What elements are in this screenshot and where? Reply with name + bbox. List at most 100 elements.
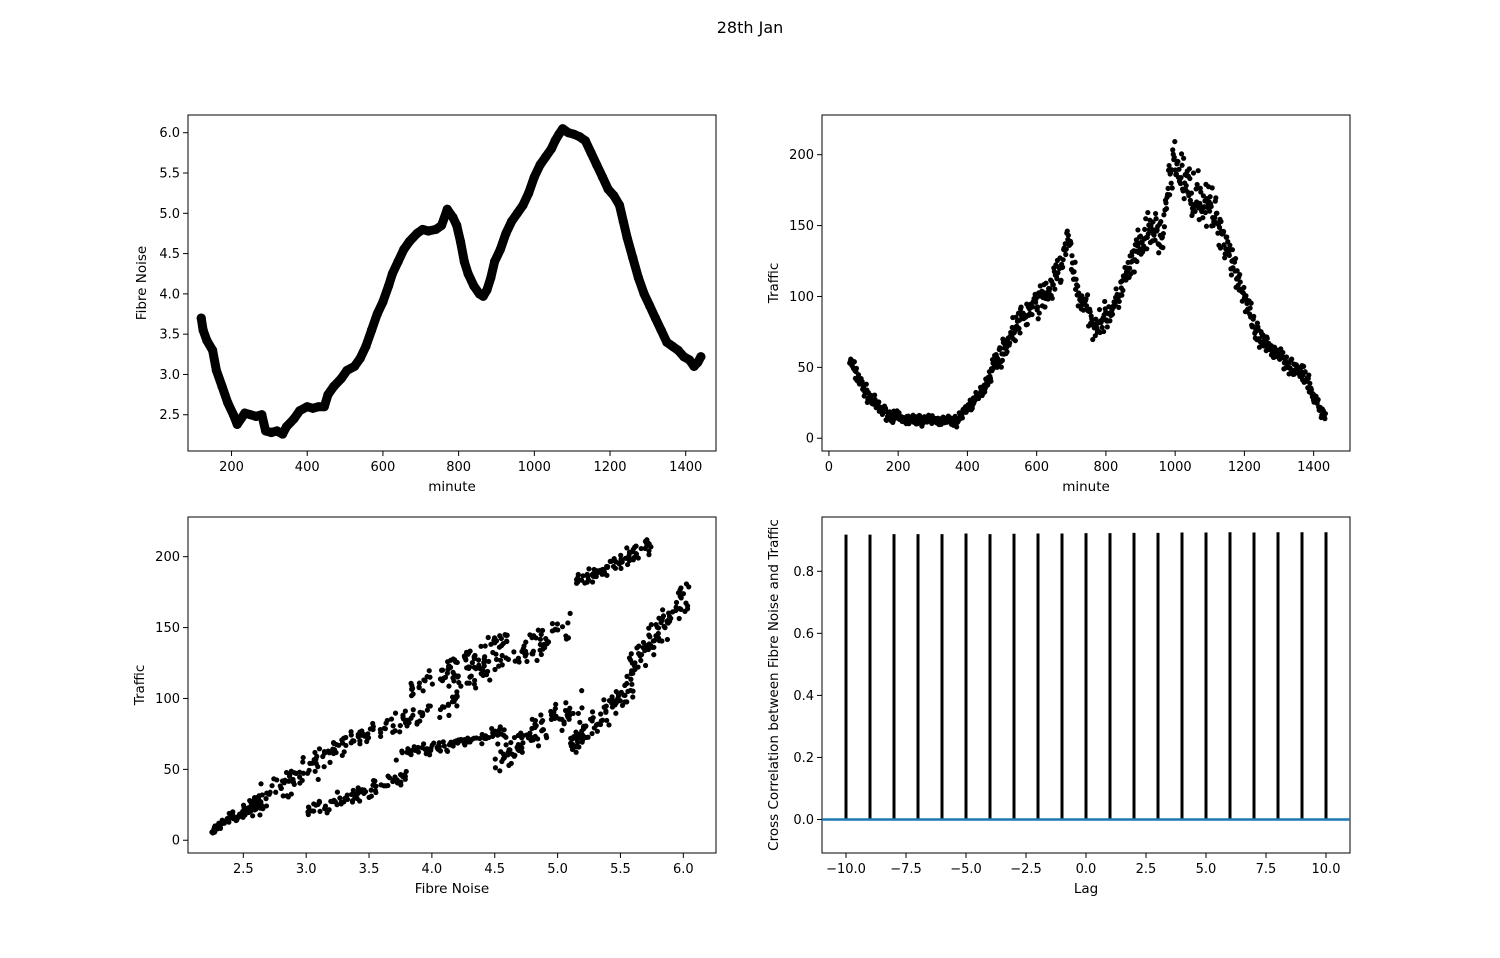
noise-traffic-point: [439, 704, 446, 710]
noise-traffic-point: [485, 634, 491, 641]
noise-traffic-point: [589, 709, 596, 715]
traffic-point: [1156, 250, 1162, 256]
noise-traffic-point: [444, 670, 450, 676]
noise-traffic-point: [644, 543, 650, 549]
noise-traffic-point: [359, 787, 365, 793]
fibre-noise-point: [518, 200, 528, 210]
noise-traffic-point: [264, 790, 270, 796]
traffic-point: [1102, 298, 1108, 305]
noise-traffic-point: [629, 681, 635, 687]
noise-traffic-point: [659, 638, 665, 644]
noise-traffic-point: [539, 627, 546, 634]
traffic-point: [1190, 170, 1197, 176]
noise-traffic-point: [640, 639, 647, 646]
noise-traffic-point: [664, 636, 671, 643]
traffic-point: [1131, 269, 1137, 275]
x-tick-label: −7.5: [890, 862, 922, 877]
fibre-noise-point: [281, 422, 292, 432]
traffic-point: [1143, 216, 1149, 222]
noise-traffic-point: [226, 819, 232, 825]
fibre-noise-point: [228, 410, 239, 420]
noise-traffic-point: [622, 692, 628, 699]
noise-traffic-point: [503, 742, 509, 748]
noise-traffic-point: [300, 754, 306, 761]
noise-traffic-point: [519, 648, 525, 655]
fibre-noise-point: [319, 402, 329, 412]
noise-traffic-point: [682, 608, 688, 614]
fibre-noise-point: [592, 160, 602, 170]
noise-traffic-point: [307, 760, 313, 766]
noise-traffic-point: [343, 734, 349, 741]
noise-traffic-point: [579, 705, 585, 711]
noise-traffic-point: [260, 806, 266, 812]
noise-traffic-point: [563, 636, 570, 642]
noise-traffic-point: [601, 697, 607, 703]
fibre-noise-point: [696, 352, 706, 362]
noise-traffic-point: [424, 674, 430, 680]
traffic-point: [1200, 193, 1206, 199]
traffic-point: [1135, 227, 1141, 233]
noise-traffic-point: [330, 746, 336, 752]
traffic-point: [1161, 212, 1167, 218]
y-tick-label: 200: [155, 550, 180, 565]
traffic-point: [1029, 311, 1035, 318]
traffic-point: [1212, 214, 1218, 221]
x-tick-label: 7.5: [1256, 862, 1277, 877]
noise-traffic-point: [424, 707, 430, 713]
noise-traffic-point: [538, 719, 544, 725]
noise-traffic-point: [493, 651, 499, 657]
noise-traffic-point: [472, 677, 478, 684]
x-tick-label: 200: [886, 460, 911, 475]
fibre-noise-point: [628, 253, 638, 263]
noise-traffic-point: [285, 794, 291, 800]
noise-traffic-point: [299, 777, 305, 784]
traffic-point: [1055, 270, 1061, 276]
noise-traffic-point: [431, 740, 437, 746]
noise-traffic-point: [553, 701, 559, 707]
traffic-point: [1073, 276, 1079, 282]
y-axis-label: Traffic: [766, 263, 782, 305]
noise-traffic-point: [516, 659, 522, 665]
noise-traffic-point: [481, 663, 487, 669]
traffic-point: [1207, 194, 1213, 200]
y-tick-label: 3.5: [159, 328, 180, 343]
fibre-noise-point: [609, 190, 619, 201]
y-tick-label: 4.5: [159, 247, 180, 262]
fibre-noise-point: [622, 232, 632, 243]
noise-traffic-point: [492, 765, 499, 771]
noise-traffic-point: [235, 813, 241, 820]
traffic-point: [1106, 304, 1112, 310]
traffic-point: [1214, 210, 1220, 216]
noise-traffic-point: [654, 624, 660, 630]
fibre-noise-point: [217, 381, 227, 392]
traffic-point: [1062, 241, 1068, 247]
noise-traffic-point: [425, 703, 432, 709]
noise-traffic-point: [398, 779, 404, 785]
traffic-point: [853, 365, 860, 371]
traffic-point: [1181, 155, 1187, 161]
traffic-point: [859, 378, 865, 385]
traffic-point: [1107, 318, 1113, 324]
noise-traffic-point: [447, 741, 453, 747]
noise-traffic-point: [497, 730, 503, 737]
noise-traffic-point: [371, 782, 377, 788]
noise-traffic-point: [517, 744, 523, 750]
noise-traffic-point: [523, 651, 529, 657]
traffic-point: [1209, 185, 1215, 191]
noise-traffic-point: [561, 721, 567, 727]
noise-traffic-point: [573, 749, 579, 755]
noise-traffic-point: [402, 708, 408, 714]
noise-traffic-point: [622, 699, 628, 705]
noise-traffic-point: [660, 607, 666, 613]
traffic-point: [1194, 181, 1200, 188]
traffic-point: [1177, 180, 1184, 187]
noise-traffic-point: [477, 665, 483, 672]
noise-traffic-point: [437, 676, 444, 682]
noise-traffic-point: [315, 776, 321, 783]
traffic-point: [1036, 310, 1042, 316]
noise-traffic-point: [390, 778, 396, 784]
noise-traffic-point: [651, 652, 657, 658]
noise-traffic-point: [631, 555, 637, 561]
noise-traffic-point: [627, 657, 634, 663]
noise-traffic-point: [635, 555, 641, 561]
